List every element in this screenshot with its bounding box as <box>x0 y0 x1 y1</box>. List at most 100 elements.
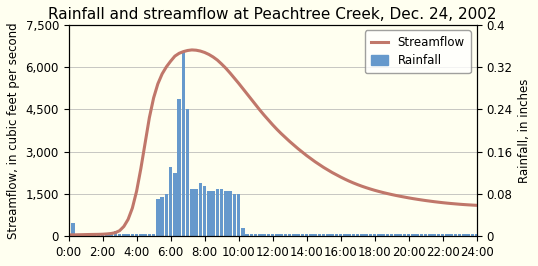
Bar <box>364 234 368 236</box>
Bar <box>381 234 385 236</box>
Bar <box>356 234 359 236</box>
Bar <box>220 189 223 236</box>
Bar <box>93 234 96 236</box>
Bar <box>360 234 364 236</box>
Bar <box>101 234 104 236</box>
Bar <box>339 234 342 236</box>
Bar <box>394 234 398 236</box>
Bar <box>390 234 393 236</box>
Bar <box>373 234 377 236</box>
Bar <box>152 234 155 236</box>
Bar <box>335 234 338 236</box>
Bar <box>309 234 313 236</box>
Bar <box>71 223 75 236</box>
Bar <box>203 186 206 236</box>
Bar <box>415 234 419 236</box>
Bar <box>466 234 470 236</box>
Bar <box>322 234 325 236</box>
Bar <box>250 234 253 236</box>
Bar <box>75 234 79 236</box>
Bar <box>245 234 249 236</box>
Bar <box>458 234 462 236</box>
Bar <box>144 234 147 236</box>
Bar <box>135 234 138 236</box>
Bar <box>428 234 431 236</box>
Bar <box>160 197 164 236</box>
Bar <box>475 234 478 236</box>
Bar <box>97 234 100 236</box>
Bar <box>352 234 355 236</box>
Bar <box>156 199 160 236</box>
Bar <box>211 191 215 236</box>
Bar <box>169 168 172 236</box>
Bar <box>114 231 117 236</box>
Bar <box>241 228 245 236</box>
Bar <box>348 234 351 236</box>
Bar <box>237 194 240 236</box>
Bar <box>279 234 283 236</box>
Bar <box>224 191 228 236</box>
Bar <box>305 234 308 236</box>
Bar <box>314 234 317 236</box>
Bar <box>258 234 261 236</box>
Bar <box>126 234 130 236</box>
Bar <box>296 234 300 236</box>
Bar <box>377 234 380 236</box>
Bar <box>165 194 168 236</box>
Bar <box>317 234 321 236</box>
Bar <box>186 109 189 236</box>
Bar <box>105 234 109 236</box>
Bar <box>267 234 270 236</box>
Bar <box>254 234 257 236</box>
Bar <box>292 234 295 236</box>
Bar <box>399 234 402 236</box>
Bar <box>343 234 346 236</box>
Bar <box>207 191 210 236</box>
Bar <box>147 234 151 236</box>
Bar <box>173 173 176 236</box>
Bar <box>216 189 219 236</box>
Title: Rainfall and streamflow at Peachtree Creek, Dec. 24, 2002: Rainfall and streamflow at Peachtree Cre… <box>48 7 497 22</box>
Bar <box>441 234 444 236</box>
Bar <box>420 234 423 236</box>
Bar <box>284 234 287 236</box>
Bar <box>411 234 415 236</box>
Bar <box>445 234 449 236</box>
Bar <box>229 191 232 236</box>
Bar <box>433 234 436 236</box>
Bar <box>407 234 410 236</box>
Bar <box>118 234 121 236</box>
Bar <box>326 234 330 236</box>
Y-axis label: Rainfall, in inches: Rainfall, in inches <box>518 78 531 182</box>
Bar <box>80 234 83 236</box>
Bar <box>178 99 181 236</box>
Bar <box>301 234 304 236</box>
Legend: Streamflow, Rainfall: Streamflow, Rainfall <box>365 30 471 73</box>
Bar <box>449 234 453 236</box>
Bar <box>182 51 185 236</box>
Bar <box>386 234 389 236</box>
Y-axis label: Streamflow, in cubic feet per second: Streamflow, in cubic feet per second <box>7 22 20 239</box>
Bar <box>263 234 266 236</box>
Bar <box>369 234 372 236</box>
Bar <box>194 189 198 236</box>
Bar <box>437 234 440 236</box>
Bar <box>462 234 465 236</box>
Bar <box>330 234 334 236</box>
Bar <box>109 234 113 236</box>
Bar <box>402 234 406 236</box>
Bar <box>275 234 279 236</box>
Bar <box>454 234 457 236</box>
Bar <box>424 234 427 236</box>
Bar <box>88 234 91 236</box>
Bar <box>131 234 134 236</box>
Bar <box>84 234 87 236</box>
Bar <box>288 234 292 236</box>
Bar <box>271 234 274 236</box>
Bar <box>122 234 125 236</box>
Bar <box>139 234 143 236</box>
Bar <box>471 234 474 236</box>
Bar <box>190 189 194 236</box>
Bar <box>199 183 202 236</box>
Bar <box>232 194 236 236</box>
